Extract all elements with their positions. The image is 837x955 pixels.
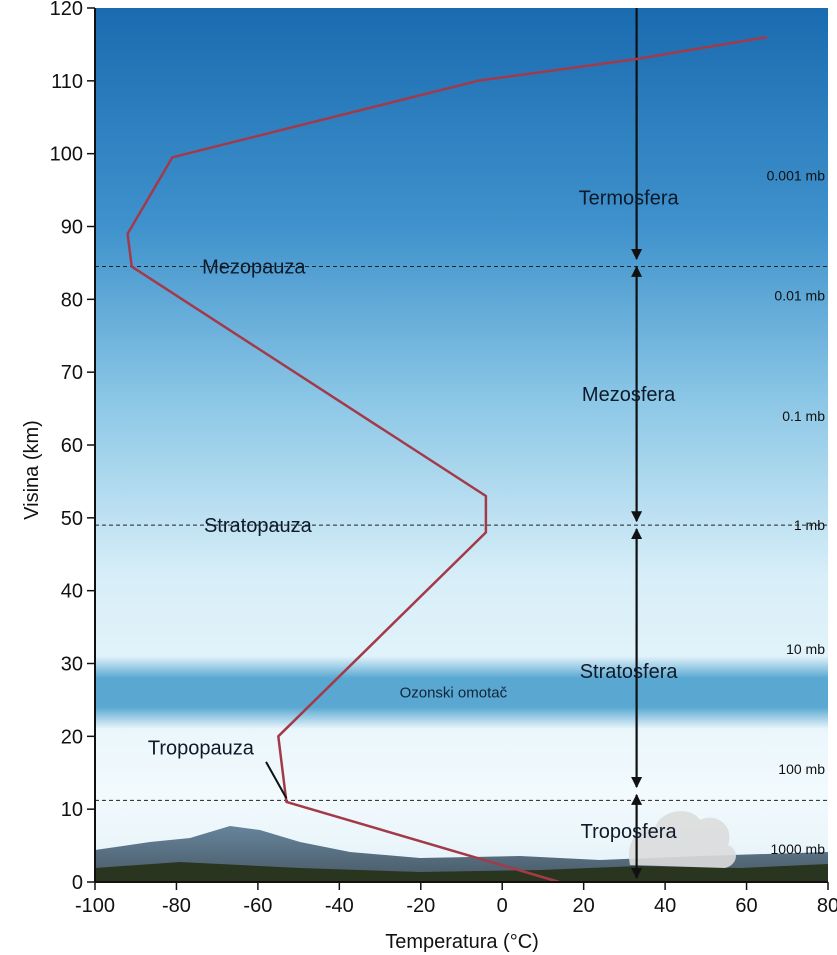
x-tick-label: 0: [497, 895, 508, 917]
y-tick-label: 80: [61, 289, 83, 311]
temperature-profile: [126, 35, 768, 884]
layer-label: Troposfera: [581, 821, 678, 843]
cloud-icon: [629, 811, 736, 868]
y-tick-label: 50: [61, 508, 83, 530]
sky-background: [95, 8, 828, 882]
pressure-label: 100 mb: [778, 761, 825, 777]
y-tick-label: 20: [61, 726, 83, 748]
y-tick-label: 100: [50, 144, 83, 166]
ozone-layer-label: Ozonski omotač: [400, 685, 508, 702]
y-axis-title: Visina (km): [21, 420, 43, 520]
x-tick-label: 60: [735, 895, 757, 917]
y-tick-label: 90: [61, 217, 83, 239]
x-tick-label: -60: [243, 895, 272, 917]
pressure-label: 0.001 mb: [767, 168, 826, 184]
x-tick-label: 40: [654, 895, 676, 917]
x-tick-label: -100: [75, 895, 115, 917]
x-tick-label: 80: [817, 895, 837, 917]
pressure-label: 0.01 mb: [774, 288, 825, 304]
ozone-layer-band: [95, 656, 828, 730]
x-tick-label: -20: [406, 895, 435, 917]
y-tick-label: 10: [61, 799, 83, 821]
temperature-line: [126, 35, 768, 884]
landscape: [95, 811, 828, 882]
pressure-label: 10 mb: [786, 641, 825, 657]
x-tick-label: 20: [573, 895, 595, 917]
y-tick-label: 120: [50, 0, 83, 20]
y-tick-label: 30: [61, 654, 83, 676]
pause-label: Stratopauza: [204, 515, 313, 537]
y-tick-label: 70: [61, 362, 83, 384]
y-tick-label: 110: [51, 71, 83, 93]
layer-label: Stratosfera: [580, 661, 679, 683]
annotations: Mezopauza Stratopauza Tropopauza Termosfera…: [148, 168, 825, 858]
y-tick-label: 0: [72, 872, 83, 894]
layer-label: Termosfera: [579, 187, 680, 209]
x-tick-label: -80: [162, 895, 191, 917]
y-tick-label: 60: [61, 435, 83, 457]
pause-label: Tropopauza: [148, 737, 255, 759]
ticks: 0 10 20 30 40 50 60 70 80 90 100 110 120 -100 -80 -60 -4…: [50, 0, 837, 917]
pause-label: Mezopauza: [202, 257, 306, 279]
y-tick-label: 40: [61, 581, 83, 603]
x-axis-title: Temperatura (°C): [385, 931, 539, 953]
pressure-label: 1 mb: [794, 517, 825, 533]
layer-label: Mezosfera: [582, 384, 676, 406]
pause-lines: [95, 266, 828, 801]
x-tick-label: -40: [325, 895, 354, 917]
pressure-label: 0.1 mb: [782, 408, 825, 424]
tropopause-leader: [265, 761, 288, 799]
pressure-label: 1000 mb: [771, 841, 826, 857]
